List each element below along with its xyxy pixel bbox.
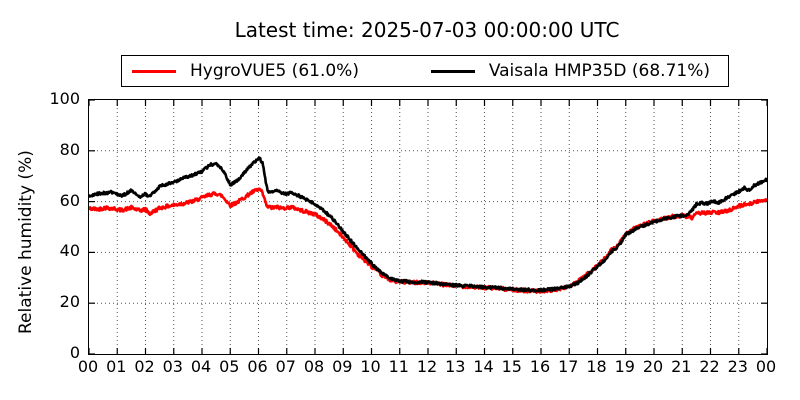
x-tick-9: 09	[332, 357, 353, 376]
red-line-sample-icon	[132, 69, 176, 73]
legend-label-hygrovue5: HygroVUE5 (61.0%)	[190, 61, 359, 81]
x-tick-2: 02	[134, 357, 155, 376]
x-tick-14: 14	[473, 357, 494, 376]
legend-entry-vaisala: Vaisala HMP35D (68.71%)	[430, 61, 710, 81]
x-tick-11: 11	[388, 357, 409, 376]
x-tick-3: 03	[162, 357, 183, 376]
x-tick-13: 13	[445, 357, 466, 376]
x-tick-19: 19	[614, 357, 635, 376]
y-tick-20: 20	[59, 292, 80, 312]
x-tick-17: 17	[558, 357, 579, 376]
y-tick-80: 80	[59, 139, 80, 159]
x-tick-1: 01	[106, 357, 127, 376]
legend-label-vaisala: Vaisala HMP35D (68.71%)	[488, 61, 710, 81]
x-tick-5: 05	[219, 357, 240, 376]
x-tick-12: 12	[416, 357, 438, 376]
x-tick-22: 22	[699, 357, 720, 376]
x-tick-10: 10	[360, 357, 381, 376]
y-axis-label: Relative humidity (%)	[16, 150, 36, 334]
y-tick-0: 0	[69, 343, 80, 362]
legend-entry-hygrovue5: HygroVUE5 (61.0%)	[132, 61, 359, 81]
x-tick-4: 04	[190, 357, 212, 376]
y-tick-60: 60	[59, 190, 80, 210]
line-plot	[89, 100, 767, 354]
x-tick-21: 21	[671, 357, 692, 376]
x-tick-16: 16	[529, 357, 551, 376]
x-tick-6: 06	[247, 357, 268, 376]
y-tick-40: 40	[59, 241, 80, 261]
x-tick-15: 15	[501, 357, 522, 376]
x-tick-20: 20	[642, 357, 664, 376]
chart-title: Latest time: 2025-07-03 00:00:00 UTC	[234, 18, 620, 42]
x-tick-18: 18	[586, 357, 607, 376]
x-tick-8: 08	[303, 357, 325, 376]
x-tick-24: 00	[755, 357, 777, 376]
plot-area	[88, 99, 768, 355]
x-tick-23: 23	[727, 357, 748, 376]
y-tick-100: 100	[49, 89, 80, 108]
legend: HygroVUE5 (61.0%) Vaisala HMP35D (68.71%…	[121, 55, 729, 87]
black-line-sample-icon	[430, 69, 475, 73]
x-tick-7: 07	[275, 357, 296, 376]
x-tick-0: 00	[77, 357, 99, 376]
